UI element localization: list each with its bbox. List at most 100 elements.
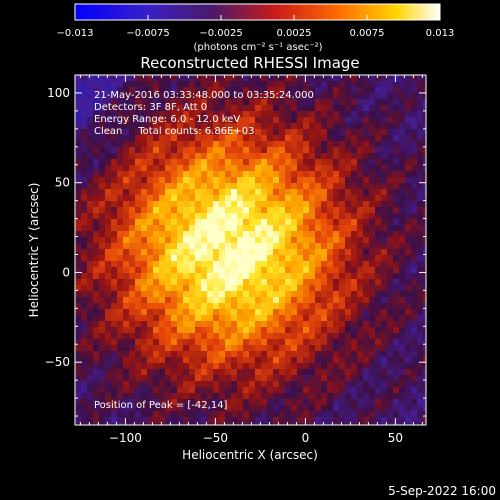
heatmap-cell bbox=[399, 135, 405, 141]
heatmap-cell bbox=[195, 315, 201, 321]
heatmap-cell bbox=[393, 75, 399, 81]
heatmap-cell bbox=[273, 375, 279, 381]
heatmap-cell bbox=[99, 111, 105, 117]
heatmap-cell bbox=[381, 261, 387, 267]
heatmap-cell bbox=[387, 201, 393, 207]
heatmap-cell bbox=[273, 129, 279, 135]
heatmap-cell bbox=[231, 231, 237, 237]
heatmap-cell bbox=[99, 363, 105, 369]
heatmap-cell bbox=[375, 243, 381, 249]
heatmap-cell bbox=[243, 171, 249, 177]
heatmap-cell bbox=[399, 357, 405, 363]
heatmap-cell bbox=[345, 399, 351, 405]
heatmap-cell bbox=[309, 267, 315, 273]
heatmap-cell bbox=[387, 273, 393, 279]
heatmap-cell bbox=[273, 399, 279, 405]
heatmap-cell bbox=[117, 201, 123, 207]
heatmap-cell bbox=[213, 297, 219, 303]
heatmap-cell bbox=[333, 117, 339, 123]
heatmap-cell bbox=[363, 201, 369, 207]
heatmap-cell bbox=[75, 141, 81, 147]
heatmap-cell bbox=[411, 105, 417, 111]
heatmap-cell bbox=[369, 231, 375, 237]
heatmap-cell bbox=[423, 171, 426, 177]
heatmap-cell bbox=[399, 261, 405, 267]
heatmap-cell bbox=[177, 165, 183, 171]
heatmap-cell bbox=[87, 273, 93, 279]
heatmap-cell bbox=[315, 363, 321, 369]
heatmap-cell bbox=[87, 201, 93, 207]
heatmap-cell bbox=[321, 375, 327, 381]
heatmap-cell bbox=[93, 165, 99, 171]
heatmap-cell bbox=[153, 363, 159, 369]
heatmap-cell bbox=[309, 147, 315, 153]
heatmap-cell bbox=[123, 267, 129, 273]
heatmap-cell bbox=[123, 207, 129, 213]
heatmap-cell bbox=[231, 153, 237, 159]
heatmap-cell bbox=[267, 135, 273, 141]
heatmap-cell bbox=[93, 183, 99, 189]
heatmap-cell bbox=[267, 303, 273, 309]
heatmap-cell bbox=[213, 261, 219, 267]
heatmap-cell bbox=[111, 237, 117, 243]
heatmap-cell bbox=[393, 99, 399, 105]
heatmap-cell bbox=[315, 93, 321, 99]
heatmap-cell bbox=[279, 351, 285, 357]
heatmap-cell bbox=[213, 231, 219, 237]
heatmap-cell bbox=[99, 99, 105, 105]
heatmap-cell bbox=[423, 321, 426, 327]
heatmap-cell bbox=[111, 117, 117, 123]
heatmap-cell bbox=[375, 309, 381, 315]
heatmap-cell bbox=[153, 189, 159, 195]
heatmap-cell bbox=[369, 279, 375, 285]
heatmap-cell bbox=[141, 207, 147, 213]
heatmap-cell bbox=[393, 189, 399, 195]
heatmap-cell bbox=[387, 363, 393, 369]
heatmap-cell bbox=[351, 297, 357, 303]
heatmap-cell bbox=[159, 255, 165, 261]
heatmap-cell bbox=[183, 75, 189, 81]
heatmap-cell bbox=[123, 237, 129, 243]
heatmap-cell bbox=[231, 225, 237, 231]
heatmap-cell bbox=[363, 195, 369, 201]
heatmap-cell bbox=[171, 189, 177, 195]
heatmap-cell bbox=[327, 123, 333, 129]
heatmap-cell bbox=[219, 165, 225, 171]
colorbar: −0.013 −0.0075 −0.0025 0.0025 0.0075 0.013 (p… bbox=[56, 3, 454, 53]
heatmap-cell bbox=[279, 231, 285, 237]
heatmap-cell bbox=[351, 351, 357, 357]
heatmap-cell bbox=[129, 375, 135, 381]
heatmap-cell bbox=[411, 237, 417, 243]
heatmap-cell bbox=[249, 159, 255, 165]
heatmap-cell bbox=[81, 393, 87, 399]
heatmap-cell bbox=[129, 231, 135, 237]
heatmap-cell bbox=[333, 195, 339, 201]
heatmap-cell bbox=[369, 81, 375, 87]
heatmap-cell bbox=[225, 285, 231, 291]
heatmap-cell bbox=[111, 165, 117, 171]
heatmap-cell bbox=[261, 141, 267, 147]
heatmap-cell bbox=[357, 177, 363, 183]
heatmap-cell bbox=[405, 381, 411, 387]
heatmap-cell bbox=[243, 399, 249, 405]
heatmap-cell bbox=[141, 321, 147, 327]
heatmap-cell bbox=[135, 339, 141, 345]
heatmap-cell bbox=[117, 237, 123, 243]
heatmap-cell bbox=[279, 261, 285, 267]
heatmap-cell bbox=[357, 123, 363, 129]
heatmap-cell bbox=[147, 381, 153, 387]
heatmap-cell bbox=[105, 129, 111, 135]
heatmap-cell bbox=[363, 171, 369, 177]
heatmap-cell bbox=[375, 339, 381, 345]
heatmap-cell bbox=[285, 117, 291, 123]
heatmap-cell bbox=[111, 303, 117, 309]
heatmap-cell bbox=[339, 183, 345, 189]
heatmap-cell bbox=[291, 141, 297, 147]
heatmap-cell bbox=[129, 129, 135, 135]
heatmap-cell bbox=[417, 171, 423, 177]
heatmap-cell bbox=[117, 183, 123, 189]
heatmap-cell bbox=[171, 285, 177, 291]
heatmap-cell bbox=[423, 207, 426, 213]
heatmap-cell bbox=[357, 351, 363, 357]
heatmap-cell bbox=[219, 315, 225, 321]
